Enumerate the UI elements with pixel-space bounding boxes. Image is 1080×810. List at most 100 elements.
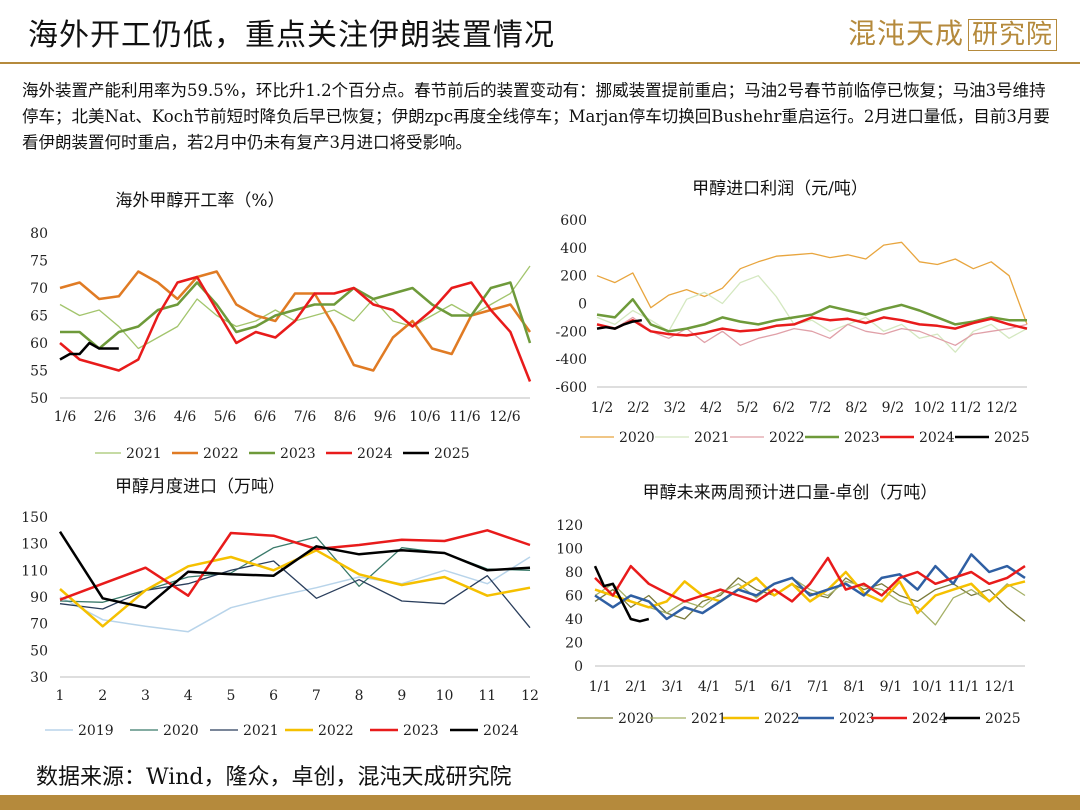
series-line-2021 bbox=[59, 560, 531, 629]
y-tick-label: 120 bbox=[556, 518, 583, 534]
x-tick-label: 7 bbox=[312, 688, 321, 704]
header-rule bbox=[0, 62, 1080, 64]
y-tick-label: 80 bbox=[30, 226, 48, 242]
x-tick-label: 6 bbox=[269, 688, 278, 704]
y-tick-label: 30 bbox=[30, 670, 48, 686]
logo-text: 混沌天成 bbox=[848, 17, 965, 50]
x-tick-label: 2 bbox=[98, 688, 107, 704]
data-source: 数据来源：Wind，隆众，卓创，混沌天成研究院 bbox=[36, 765, 512, 790]
chart-title: 甲醇进口利润（元/吨） bbox=[692, 179, 868, 199]
legend-label: 2025 bbox=[985, 711, 1021, 727]
legend-label: 2021 bbox=[126, 446, 162, 462]
chart-title: 海外甲醇开工率（%） bbox=[115, 191, 284, 211]
series-line-2023 bbox=[59, 529, 531, 601]
logo: 混沌天成 研究院 bbox=[848, 12, 1058, 52]
x-tick-label: 10/6 bbox=[409, 409, 441, 425]
x-tick-label: 2/1 bbox=[625, 679, 648, 695]
y-tick-label: 150 bbox=[21, 510, 48, 526]
series-line-2023 bbox=[594, 553, 1026, 621]
x-tick-label: 3/2 bbox=[663, 400, 686, 416]
legend-label: 2022 bbox=[318, 723, 354, 739]
x-tick-label: 9/2 bbox=[882, 400, 905, 416]
x-tick-label: 1/6 bbox=[54, 409, 77, 425]
series-line-2024 bbox=[59, 275, 532, 382]
y-tick-label: 80 bbox=[565, 565, 583, 581]
series-line-2024 bbox=[58, 531, 531, 609]
series-line-2024 bbox=[596, 316, 1028, 337]
y-tick-label: 130 bbox=[21, 537, 48, 553]
series-line-2025 bbox=[59, 341, 119, 361]
x-tick-label: 3/6 bbox=[134, 409, 157, 425]
x-tick-label: 11 bbox=[478, 688, 496, 704]
legend-label: 2020 bbox=[163, 723, 199, 739]
y-tick-label: -400 bbox=[556, 352, 587, 368]
series-line-2023 bbox=[596, 298, 1027, 333]
x-tick-label: 7/2 bbox=[809, 400, 832, 416]
x-tick-label: 5/2 bbox=[736, 400, 759, 416]
legend-label: 2021 bbox=[694, 430, 730, 446]
y-tick-label: 50 bbox=[30, 391, 48, 407]
x-tick-label: 5/6 bbox=[214, 409, 237, 425]
header: 海外开工仍低，重点关注伊朗装置情况 混沌天成 研究院 bbox=[0, 0, 1080, 62]
x-tick-label: 9/1 bbox=[880, 679, 903, 695]
series-line-2025 bbox=[593, 565, 650, 623]
x-tick-label: 1/2 bbox=[591, 400, 614, 416]
series-line-2023 bbox=[60, 281, 532, 350]
x-tick-label: 4/2 bbox=[700, 400, 723, 416]
series-line-2024 bbox=[594, 556, 1026, 603]
legend-label: 2022 bbox=[203, 446, 239, 462]
y-tick-label: 200 bbox=[560, 269, 587, 285]
x-tick-label: 5 bbox=[226, 688, 235, 704]
x-tick-label: 3/1 bbox=[661, 679, 684, 695]
y-tick-label: 90 bbox=[30, 590, 48, 606]
logo-box-text: 研究院 bbox=[968, 19, 1058, 51]
x-tick-label: 8 bbox=[355, 688, 364, 704]
x-tick-label: 10/2 bbox=[914, 400, 945, 416]
x-tick-label: 1/1 bbox=[589, 679, 612, 695]
legend-label: 2022 bbox=[764, 711, 800, 727]
series-line-2021 bbox=[594, 577, 1026, 626]
legend-label: 2020 bbox=[619, 430, 655, 446]
y-tick-label: 70 bbox=[30, 617, 48, 633]
legend-label: 2023 bbox=[280, 446, 316, 462]
x-tick-label: 12/1 bbox=[984, 679, 1015, 695]
x-tick-label: 12/2 bbox=[986, 400, 1017, 416]
series-line-2019 bbox=[59, 556, 531, 633]
series-line-2025 bbox=[596, 318, 642, 330]
x-tick-label: 12/6 bbox=[489, 409, 521, 425]
x-tick-label: 7/6 bbox=[294, 409, 317, 425]
legend-label: 2025 bbox=[434, 446, 470, 462]
x-tick-label: 6/1 bbox=[771, 679, 794, 695]
legend-label: 2024 bbox=[919, 430, 955, 446]
y-tick-label: 0 bbox=[578, 297, 587, 313]
legend-label: 2023 bbox=[844, 430, 880, 446]
y-tick-label: 65 bbox=[30, 309, 48, 325]
legend-label: 2024 bbox=[483, 723, 519, 739]
legend-label: 2024 bbox=[912, 711, 948, 727]
x-tick-label: 11/1 bbox=[948, 679, 979, 695]
y-tick-label: 55 bbox=[30, 364, 48, 380]
y-tick-label: 600 bbox=[560, 213, 587, 229]
legend-label: 2021 bbox=[691, 711, 727, 727]
series-line-2022 bbox=[594, 570, 1026, 615]
y-tick-label: 400 bbox=[560, 241, 587, 257]
legend-label: 2021 bbox=[243, 723, 279, 739]
x-tick-label: 3 bbox=[141, 688, 150, 704]
y-tick-label: 110 bbox=[21, 563, 48, 579]
y-tick-label: 70 bbox=[30, 281, 48, 297]
x-tick-label: 8/1 bbox=[843, 679, 866, 695]
x-tick-label: 10 bbox=[436, 688, 454, 704]
chart-overseas-operating-rate: 海外甲醇开工率（%） 80 75 70 65 60 55 50 1/6 2/6 3/6 4/6 5/6 6… bbox=[30, 191, 532, 462]
legend-label: 2025 bbox=[994, 430, 1030, 446]
y-tick-label: -600 bbox=[556, 380, 587, 396]
chart-title: 甲醇月度进口（万吨） bbox=[115, 477, 285, 497]
y-tick-label: 20 bbox=[565, 636, 583, 652]
x-tick-label: 11/6 bbox=[449, 409, 481, 425]
x-tick-label: 7/1 bbox=[807, 679, 830, 695]
y-tick-label: 75 bbox=[30, 254, 48, 270]
y-tick-label: 60 bbox=[30, 336, 48, 352]
y-tick-label: 60 bbox=[565, 589, 583, 605]
x-tick-label: 4/6 bbox=[174, 409, 197, 425]
